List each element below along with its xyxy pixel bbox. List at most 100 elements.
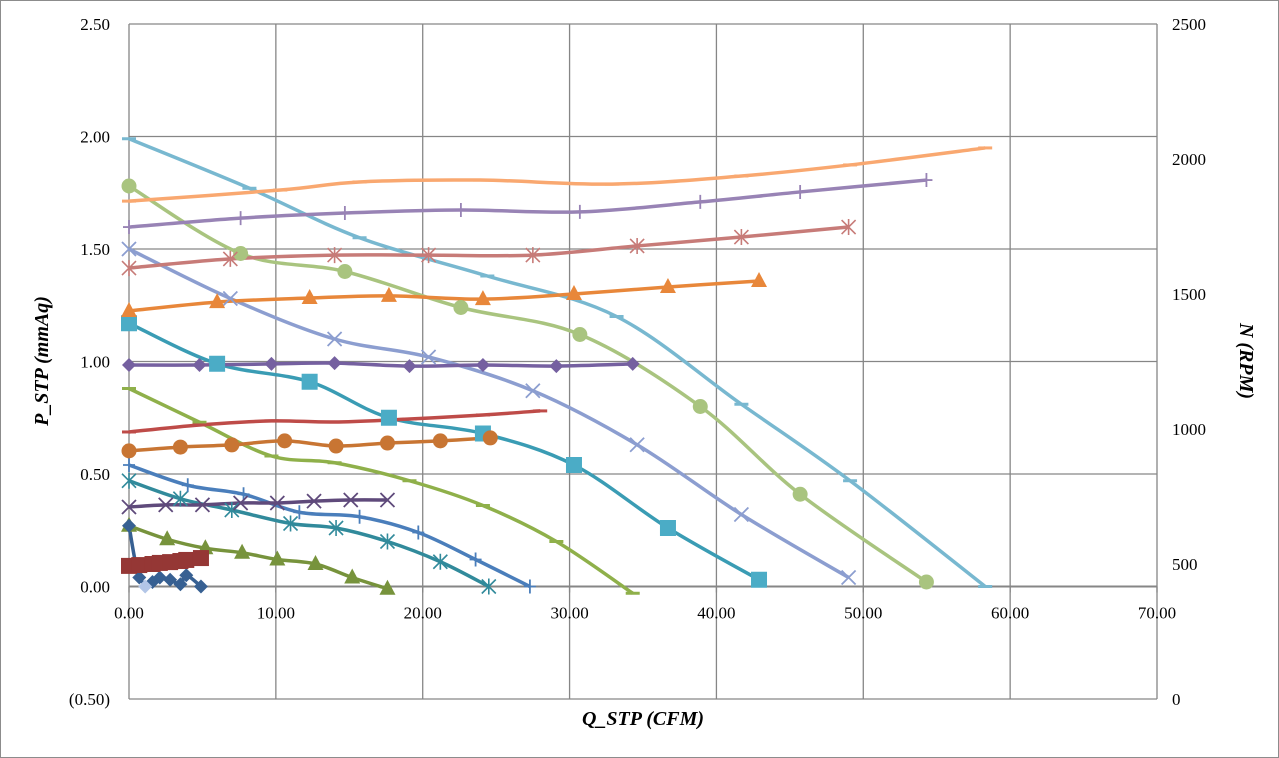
series-line-n-light-orange: [128, 146, 986, 203]
x-tick-label: 10.00: [257, 604, 295, 623]
series-line-n-purple-x: [128, 498, 388, 509]
y2-tick-label: 1000: [1172, 420, 1206, 439]
data-point-p-blue-plus: [181, 478, 194, 493]
data-point-p-lavender: [525, 383, 541, 399]
data-point-n-purple-plus: [694, 194, 707, 209]
data-point-n-orange-triangle: [751, 272, 768, 288]
data-point-p-light-green: [572, 327, 588, 342]
data-point-n-purple-diamond: [549, 359, 564, 374]
data-point-n-orange-circle: [379, 435, 395, 451]
data-point-n-purple-plus: [794, 184, 807, 199]
data-point-n-pink-star: [222, 250, 238, 267]
data-point-n-purple-x: [306, 493, 322, 509]
data-point-n-purple-diamond: [402, 359, 417, 374]
data-point-p-light-green: [233, 246, 249, 261]
y-tick-label: 1.50: [80, 240, 110, 259]
data-point-p-blue-plus: [523, 579, 536, 594]
data-point-p-dark-blue-diamond: [179, 568, 194, 583]
y-axis-title: P_STP (mmAq): [31, 296, 53, 427]
data-point-p-green-triangle: [344, 568, 361, 584]
series-line-p-blue-plus: [128, 463, 531, 589]
x-tick-label: 20.00: [404, 604, 442, 623]
data-point-p-teal-square: [209, 355, 226, 372]
data-point-p-teal-star: [432, 553, 448, 570]
data-point-n-pink-star: [327, 247, 343, 264]
data-point-n-purple-x: [379, 492, 396, 508]
data-point-n-pink-star: [421, 247, 437, 264]
data-point-p-dark-blue-diamond: [173, 577, 188, 592]
data-point-p-lavender: [420, 349, 437, 365]
data-point-n-pink-star: [121, 260, 137, 277]
data-point-p-light-blue-diamond: [138, 579, 153, 594]
gridlines: [128, 23, 1158, 700]
data-point-n-purple-diamond: [625, 356, 640, 371]
data-point-p-light-green: [337, 264, 353, 279]
data-point-n-pink-star: [841, 219, 857, 236]
data-point-p-blue-plus: [353, 509, 366, 524]
data-point-p-teal-star: [282, 515, 299, 532]
series-line-n-orange-triangle: [128, 279, 760, 313]
data-point-n-orange-triangle: [209, 293, 226, 309]
y2-axis-title: N (RPM): [1235, 322, 1257, 399]
data-point-p-light-green: [918, 574, 934, 590]
x-tick-label: 60.00: [991, 604, 1029, 623]
data-point-n-purple-plus: [234, 211, 247, 226]
y-tick-label: 1.00: [80, 353, 110, 372]
data-point-n-orange-triangle: [121, 302, 137, 318]
data-point-p-green-triangle: [379, 579, 396, 595]
data-point-n-orange-circle: [224, 437, 240, 453]
data-point-n-purple-diamond: [327, 356, 342, 371]
y-tick-label: 2.00: [80, 128, 110, 147]
x-tick-label: 40.00: [697, 604, 735, 623]
data-point-p-dark-blue-diamond: [163, 572, 178, 587]
data-point-n-purple-x: [232, 495, 249, 511]
data-point-p-teal-square: [659, 520, 676, 536]
x-tick-label: 0.00: [114, 604, 144, 623]
data-point-n-orange-circle: [432, 433, 448, 449]
series-markers: [121, 137, 993, 595]
data-point-n-orange-triangle: [474, 290, 491, 306]
data-point-n-purple-plus: [920, 173, 933, 188]
data-point-p-green-triangle: [307, 555, 324, 570]
data-point-p-dark-blue-diamond: [152, 570, 167, 585]
data-point-p-light-green: [121, 178, 137, 194]
series-line-p-teal-star: [128, 479, 490, 589]
data-point-p-dark-blue-diamond: [132, 570, 147, 585]
data-point-n-purple-x: [194, 497, 211, 513]
data-point-n-purple-diamond: [192, 358, 207, 373]
data-point-p-green-triangle: [269, 550, 286, 566]
y-tick-label: 0.50: [80, 465, 110, 484]
data-point-p-teal-square: [121, 315, 137, 332]
data-point-p-light-green: [453, 300, 469, 315]
data-point-n-orange-circle: [172, 439, 188, 455]
data-point-p-teal-square: [380, 409, 397, 426]
data-point-n-purple-diamond: [475, 358, 490, 373]
data-point-n-purple-plus: [123, 220, 135, 235]
data-point-n-purple-x: [269, 495, 285, 511]
data-point-n-red-square: [178, 551, 195, 568]
data-point-n-pink-star: [733, 229, 749, 246]
data-point-p-teal-star: [224, 502, 240, 518]
data-point-n-pink-star: [525, 247, 541, 264]
data-point-p-dark-blue-diamond: [122, 518, 136, 533]
x-tick-label: 50.00: [844, 604, 882, 623]
data-point-p-teal-star: [481, 578, 497, 595]
data-point-p-green-triangle: [159, 530, 176, 546]
data-point-p-light-green: [692, 399, 708, 414]
data-point-p-teal-square: [565, 457, 582, 473]
x-axis-title: Q_STP (CFM): [582, 708, 704, 730]
data-point-n-red-square: [192, 550, 209, 567]
data-point-p-teal-star: [172, 490, 188, 507]
data-point-n-red-square: [131, 557, 148, 574]
data-point-p-teal-square: [301, 373, 318, 390]
data-point-n-orange-circle: [482, 430, 498, 446]
y2-tick-label: 1500: [1172, 285, 1206, 304]
data-point-p-blue-plus: [123, 458, 135, 472]
data-point-n-pink-star: [629, 237, 645, 254]
data-point-p-green-triangle: [234, 543, 251, 559]
x-tick-label: 30.00: [550, 604, 588, 623]
data-point-p-teal-square: [751, 571, 768, 588]
y2-tick-label: 2500: [1172, 15, 1206, 34]
data-point-p-blue-plus: [293, 505, 306, 520]
data-point-n-purple-x: [121, 499, 137, 515]
